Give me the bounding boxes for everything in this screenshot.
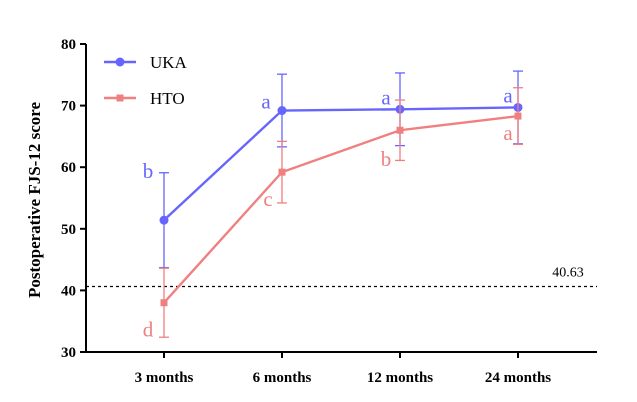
y-axis-title: Postoperative FJS-12 score: [25, 102, 44, 299]
legend-marker-hto: [116, 94, 124, 102]
legend-item-uka: UKA: [104, 53, 188, 72]
y-tick-label-60: 60: [61, 160, 76, 176]
sig-letter-uka-3: a: [503, 83, 513, 107]
x-tick-label-2: 12 months: [367, 370, 433, 386]
sig-letter-hto-0: d: [143, 318, 154, 342]
series-hto: d c b a: [143, 87, 523, 342]
legend-label-uka: UKA: [150, 53, 188, 72]
axes-layer: 30 40 50 60 70 80 3 months 6 months 12 months 24 …: [61, 37, 597, 386]
reference-line-layer: 40.63: [86, 266, 597, 288]
marker-hto-1: [278, 168, 286, 176]
reference-line-label: 40.63: [552, 266, 584, 281]
marker-hto-0: [160, 299, 168, 307]
sig-letter-uka-2: a: [381, 85, 391, 109]
y-tick-label-40: 40: [61, 283, 76, 299]
sig-letter-hto-2: b: [381, 147, 392, 171]
sig-letter-hto-1: c: [263, 187, 272, 211]
series-uka: ba a a: [143, 70, 523, 269]
series-line-hto: [163, 114, 519, 304]
series-line-uka: [163, 106, 519, 222]
legend-item-hto: HTO: [104, 89, 185, 108]
x-tick-label-3: 24 months: [485, 370, 551, 386]
legend-label-hto: HTO: [150, 89, 185, 108]
sig-letter-uka-0: b: [143, 159, 154, 183]
legend-marker-uka: [115, 57, 125, 67]
marker-hto-3: [514, 112, 522, 120]
marker-hto-2: [396, 126, 404, 134]
marker-uka-1: [277, 106, 287, 116]
sig-letter-hto-3: a: [503, 121, 513, 145]
y-tick-label-50: 50: [61, 222, 76, 238]
marker-uka-0: [159, 215, 169, 225]
x-tick-label-1: 6 months: [253, 370, 312, 386]
legend: UKA HTO: [104, 53, 188, 108]
x-tick-label-0: 3 months: [135, 370, 194, 386]
y-tick-label-30: 30: [61, 345, 76, 361]
y-tick-label-70: 70: [61, 99, 76, 115]
sig-letter-uka-1: a: [261, 90, 271, 114]
y-tick-label-80: 80: [61, 37, 76, 53]
